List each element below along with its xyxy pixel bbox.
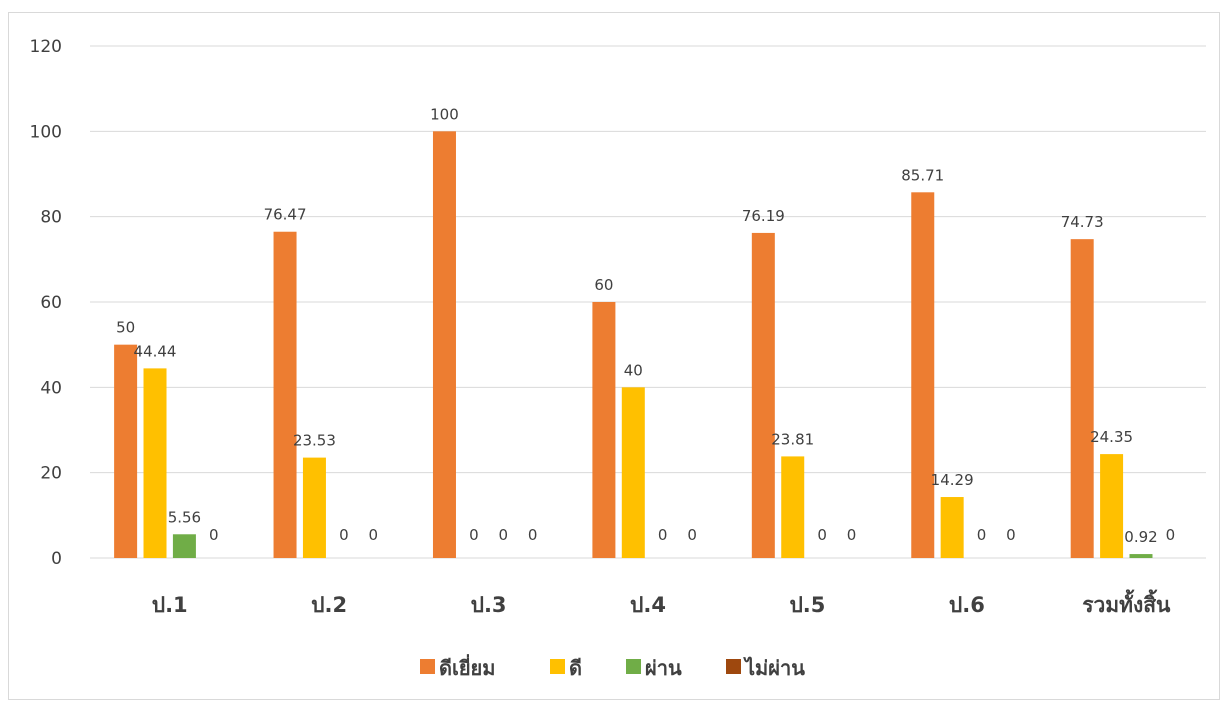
legend-swatch	[550, 659, 565, 674]
bar	[1100, 454, 1124, 558]
y-tick-label: 100	[30, 122, 62, 142]
bar	[1070, 239, 1094, 559]
bar	[273, 231, 297, 558]
gridlines	[90, 45, 1206, 559]
y-tick-label: 60	[40, 293, 62, 313]
data-label: 0	[209, 526, 219, 544]
x-category-label: ป.4	[630, 593, 666, 617]
y-tick-label: 40	[40, 378, 62, 398]
y-axis-ticks: 0 20 40 60 80 100 120	[30, 37, 62, 569]
bar	[781, 456, 805, 558]
data-label: 0	[368, 526, 378, 544]
legend-label: ดีเยี่ยม	[439, 653, 495, 680]
legend-swatch	[726, 659, 741, 674]
bar	[114, 344, 138, 558]
bar	[621, 387, 645, 558]
data-label: 0	[1166, 526, 1176, 544]
y-tick-label: 20	[40, 464, 62, 484]
x-category-label: ป.1	[152, 593, 188, 617]
data-label: 100	[430, 105, 459, 123]
data-label: 76.19	[742, 207, 785, 225]
data-label: 0	[847, 526, 857, 544]
data-label: 0	[1006, 526, 1016, 544]
data-label: 23.53	[293, 432, 336, 450]
x-category-label: รวมทั้งสิ้น	[1082, 589, 1171, 617]
legend-swatch	[626, 659, 641, 674]
x-category-label: ป.5	[789, 593, 825, 617]
data-labels: 50 44.44 5.56 0 76.47 23.53 0 0 100 0 0 0 60 40 0 0 76.1…	[116, 105, 1175, 546]
bar	[751, 232, 775, 558]
bar	[940, 497, 964, 558]
legend-label: ดี	[569, 656, 582, 680]
data-label: 0.92	[1124, 528, 1157, 546]
data-label: 24.35	[1090, 428, 1133, 446]
x-axis-categories: ป.1 ป.2 ป.3 ป.4 ป.5 ป.6 รวมทั้งสิ้น	[152, 589, 1171, 617]
bar	[592, 302, 616, 558]
data-label: 74.73	[1061, 213, 1104, 231]
data-label: 0	[498, 526, 508, 544]
legend-swatch	[420, 659, 435, 674]
data-label: 0	[977, 526, 987, 544]
data-label: 14.29	[931, 471, 974, 489]
y-tick-label: 80	[40, 208, 62, 228]
data-label: 0	[339, 526, 349, 544]
bar	[432, 131, 456, 559]
data-label: 76.47	[264, 206, 307, 224]
data-label: 44.44	[134, 342, 177, 360]
legend-label: ผ่าน	[645, 656, 682, 680]
bar	[911, 192, 935, 558]
data-label: 0	[528, 526, 538, 544]
bar	[302, 457, 326, 558]
bar	[143, 368, 167, 558]
data-label: 40	[624, 361, 643, 379]
x-category-label: ป.6	[949, 593, 985, 617]
data-label: 85.71	[901, 166, 944, 184]
bars	[114, 131, 1153, 559]
y-tick-label: 120	[30, 37, 62, 57]
x-category-label: ป.3	[471, 593, 507, 617]
bar	[1129, 554, 1153, 558]
data-label: 0	[658, 526, 668, 544]
data-label: 50	[116, 319, 135, 337]
data-label: 0	[469, 526, 479, 544]
x-category-label: ป.2	[311, 593, 347, 617]
legend-label: ไม่ผ่าน	[743, 656, 805, 680]
data-label: 5.56	[168, 508, 201, 526]
data-label: 0	[687, 526, 697, 544]
legend: ดีเยี่ยม ดี ผ่าน ไม่ผ่าน	[420, 653, 805, 680]
data-label: 60	[594, 276, 613, 294]
bar	[172, 534, 196, 558]
data-label: 23.81	[771, 430, 814, 448]
y-tick-label: 0	[51, 549, 62, 569]
data-label: 0	[817, 526, 827, 544]
